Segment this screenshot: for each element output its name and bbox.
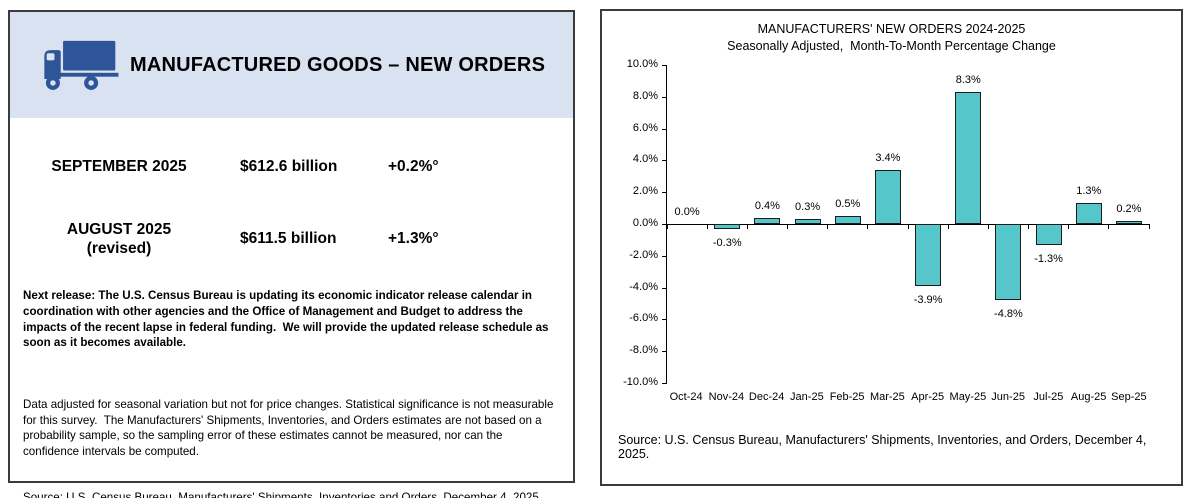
chart-panel: MANUFACTURERS' NEW ORDERS 2024-2025 Seas…: [600, 9, 1183, 486]
bar-value-label: 0.0%: [674, 206, 700, 218]
change-label: +1.3%°: [388, 230, 439, 247]
y-axis-tickmark: [662, 287, 667, 289]
plot-area: 0.0% -0.3% 0.4% 0.3% 0.5% 3.4% -3.9% 8.3% -4.8% -…: [662, 65, 1150, 384]
bar-value-label: -1.3%: [1034, 252, 1063, 265]
x-axis-label: Jul-25: [1033, 391, 1064, 403]
bar-value-label: 0.3%: [795, 201, 821, 214]
bar-value-label: 0.4%: [754, 199, 780, 212]
methodology-text: Data adjusted for seasonal variation but…: [23, 398, 557, 458]
x-axis-tickmark: [706, 224, 708, 229]
x-axis-tickmark: [987, 224, 989, 229]
y-axis-tickmark: [662, 319, 667, 321]
y-axis-tickmark: [662, 351, 667, 353]
change-label: +0.2%°: [388, 158, 439, 175]
bar-Aug-25: [1075, 203, 1102, 224]
period-label: AUGUST 2025 (revised): [10, 220, 228, 259]
bar-value-label: -0.3%: [712, 236, 742, 249]
x-axis-label: Feb-25: [829, 391, 865, 403]
bar-Apr-25: [915, 224, 942, 286]
y-axis-tick-label: -2.0%: [629, 248, 658, 261]
header-band: MANUFACTURED GOODS – NEW ORDERS: [10, 12, 573, 118]
y-axis-tickmark: [662, 96, 667, 98]
x-axis-tickmark: [1148, 224, 1150, 229]
y-axis-tick-label: -6.0%: [629, 312, 658, 325]
bar-Jan-25: [794, 219, 821, 224]
y-axis-tick-label: 10.0%: [626, 58, 658, 70]
x-axis-tickmark: [1068, 224, 1070, 229]
truck-icon: [44, 40, 119, 90]
chart-subtitle: Seasonally Adjusted, Month-To-Month Perc…: [727, 39, 1056, 53]
bar-Jul-25: [1035, 224, 1062, 245]
summary-row-september: SEPTEMBER 2025 $612.6 billion +0.2%°: [10, 144, 573, 190]
x-axis-tickmark: [947, 224, 949, 229]
methodology-note: Data adjusted for seasonal variation but…: [10, 366, 573, 498]
value-label: $612.6 billion: [240, 158, 338, 175]
x-axis-label: Dec-24: [748, 391, 785, 403]
x-axis-label: Sep-25: [1111, 391, 1147, 403]
y-axis-tick-label: -10.0%: [623, 376, 658, 388]
x-axis-labels: Oct-24 Nov-24 Dec-24 Jan-25 Feb-25 Mar-25 Apr-…: [666, 391, 1149, 403]
x-axis-label: Nov-24: [708, 391, 745, 403]
y-axis-tick-label: 4.0%: [632, 153, 658, 166]
y-axis-tick-label: 8.0%: [632, 89, 658, 102]
period-month: AUGUST 2025: [66, 220, 172, 238]
bar-Jun-25: [995, 224, 1022, 301]
value-label: $611.5 billion: [240, 230, 337, 247]
y-axis-tickmark: [662, 192, 667, 194]
x-axis-label: Oct-24: [669, 391, 703, 403]
period-month: SEPTEMBER 2025: [51, 158, 187, 176]
bar-value-label: 1.3%: [1076, 185, 1102, 198]
y-axis-tick-label: 6.0%: [632, 121, 658, 134]
bar-Dec-24: [754, 217, 781, 224]
x-axis-label: Jun-25: [991, 391, 1025, 403]
chart-area: 10.0% 8.0% 6.0% 4.0% 2.0% 0.0% -2.0% -4.0% -6.0%…: [602, 58, 1181, 388]
x-axis-label: Apr-25: [911, 391, 945, 403]
period-label: SEPTEMBER 2025: [10, 157, 228, 176]
y-axis-tickmark: [662, 65, 667, 66]
y-axis-labels: 10.0% 8.0% 6.0% 4.0% 2.0% 0.0% -2.0% -4.0% -6.0%…: [612, 58, 666, 388]
panel-title: MANUFACTURED GOODS – NEW ORDERS: [130, 53, 546, 76]
bar-Mar-25: [874, 169, 901, 224]
y-axis-tick-label: -8.0%: [629, 344, 658, 357]
x-axis-tickmark: [666, 224, 668, 229]
bar-value-label: 8.3%: [955, 74, 981, 87]
x-axis-tickmark: [827, 224, 829, 229]
x-axis-label: Mar-25: [869, 391, 905, 403]
summary-row-august: AUGUST 2025 (revised) $611.5 billion +1.…: [10, 216, 573, 262]
next-release-note: Next release: The U.S. Census Bureau is …: [23, 289, 552, 350]
period-sub-label: (revised): [86, 240, 152, 257]
bar-value-label: 3.4%: [875, 151, 901, 164]
x-axis-tickmark: [867, 224, 869, 229]
x-axis-label: Aug-25: [1070, 391, 1107, 403]
y-axis-tickmark: [662, 383, 667, 384]
y-axis-tickmark: [662, 255, 667, 257]
bar-value-label: -4.8%: [994, 308, 1023, 321]
bar-Feb-25: [834, 216, 861, 224]
chart-source: Source: U.S. Census Bureau, Manufacturer…: [618, 433, 1150, 461]
y-axis-tickmark: [662, 128, 667, 130]
bar-value-label: 0.5%: [835, 198, 861, 211]
x-axis-label: Jan-25: [790, 391, 824, 403]
y-axis-tick-label: 2.0%: [632, 185, 658, 198]
bar-value-label: 0.2%: [1116, 202, 1142, 215]
bar-value-label: -3.9%: [913, 294, 943, 306]
x-axis-tickmark: [1028, 224, 1029, 229]
bar-May-25: [955, 92, 982, 224]
x-axis-tickmark: [907, 224, 909, 229]
x-axis-tickmark: [1108, 224, 1110, 229]
y-axis-tickmark: [662, 160, 667, 162]
summary-panel: MANUFACTURED GOODS – NEW ORDERS SEPTEMBE…: [8, 10, 575, 498]
y-axis-tick-label: -4.0%: [629, 280, 658, 293]
x-axis-label: May-25: [949, 391, 987, 403]
y-axis-tick-label: 0.0%: [632, 217, 658, 229]
bar-Nov-24: [714, 224, 741, 229]
summary-rows: SEPTEMBER 2025 $612.6 billion +0.2%° AUG…: [10, 144, 573, 262]
chart-title: MANUFACTURERS' NEW ORDERS 2024-2025: [757, 22, 1026, 36]
bar-Sep-25: [1115, 220, 1142, 224]
source-note: Source: U.S. Census Bureau, Manufacturer…: [23, 491, 543, 498]
y-axis-tickmark: [662, 224, 667, 225]
x-axis-tickmark: [746, 224, 748, 229]
x-axis-tickmark: [787, 224, 788, 229]
